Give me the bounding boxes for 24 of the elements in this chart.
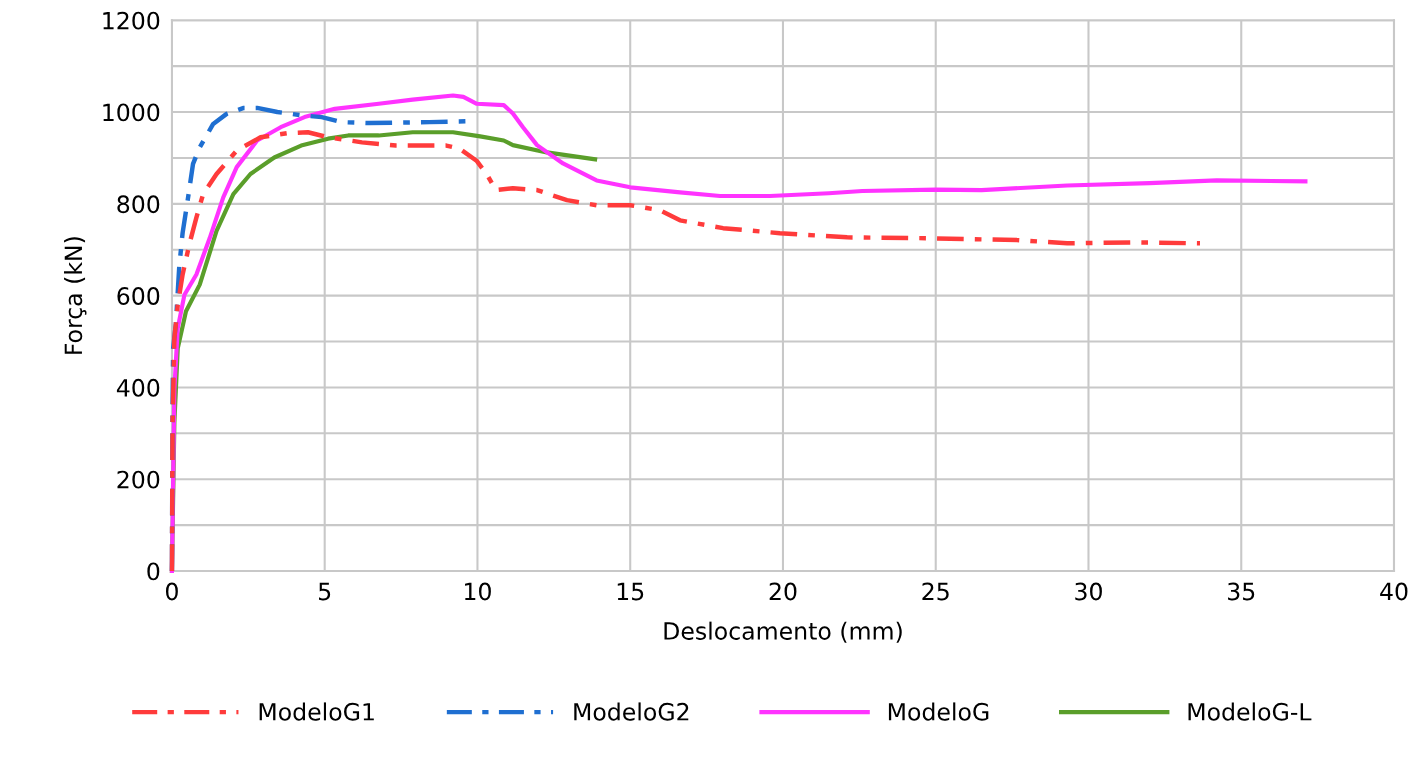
x-tick-label: 30 (1075, 582, 1102, 601)
y-tick-label: 1200 (103, 11, 160, 30)
x-tick-label: 15 (617, 582, 644, 601)
y-tick-label: 0 (147, 562, 160, 581)
y-tick-label: 1000 (103, 103, 160, 122)
x-tick-label: 20 (769, 582, 797, 601)
x-tick-label: 5 (319, 582, 331, 601)
x-tick-label: 25 (922, 582, 949, 601)
y-axis-title: Força (kN) (64, 237, 87, 354)
x-tick-label: 35 (1228, 582, 1255, 601)
legend-label: ModeloG (888, 702, 989, 721)
y-tick-label: 600 (117, 287, 160, 305)
legend-label: ModeloG1 (259, 702, 374, 721)
x-axis-title: Deslocamento (mm) (664, 621, 902, 643)
line-series (169, 130, 1203, 574)
line-series (169, 93, 1308, 574)
legend-label: ModeloG2 (574, 702, 689, 721)
x-tick-label: 10 (465, 582, 491, 601)
y-tick-label: 200 (117, 470, 160, 489)
x-tick-label: 0 (165, 582, 178, 601)
y-tick-label: 400 (116, 378, 160, 397)
y-tick-label: 800 (117, 195, 160, 214)
legend-label: ModeloG-L (1188, 702, 1312, 721)
x-tick-label: 40 (1380, 582, 1408, 601)
